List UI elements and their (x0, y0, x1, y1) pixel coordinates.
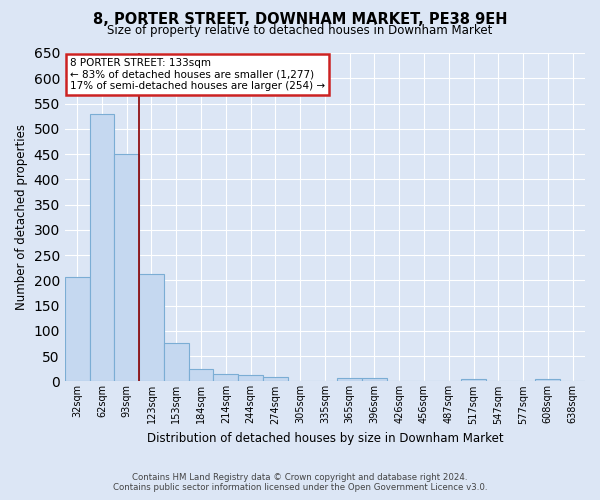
Bar (238, 376, 263, 382)
Text: Contains HM Land Registry data © Crown copyright and database right 2024.
Contai: Contains HM Land Registry data © Crown c… (113, 473, 487, 492)
Bar (535, 380, 560, 382)
Text: 8 PORTER STREET: 133sqm
← 83% of detached houses are smaller (1,277)
17% of semi: 8 PORTER STREET: 133sqm ← 83% of detache… (70, 58, 325, 91)
Bar (139, 274, 164, 382)
X-axis label: Distribution of detached houses by size in Downham Market: Distribution of detached houses by size … (146, 432, 503, 445)
Y-axis label: Number of detached properties: Number of detached properties (15, 124, 28, 310)
Bar (461, 380, 486, 382)
Text: 8, PORTER STREET, DOWNHAM MARKET, PE38 9EH: 8, PORTER STREET, DOWNHAM MARKET, PE38 9… (93, 12, 507, 28)
Text: Size of property relative to detached houses in Downham Market: Size of property relative to detached ho… (107, 24, 493, 37)
Bar (65, 277, 89, 382)
Bar (362, 378, 387, 382)
Bar (214, 374, 238, 382)
Bar (115, 154, 139, 382)
Bar (188, 369, 214, 382)
Bar (337, 378, 362, 382)
Bar (89, 114, 115, 382)
Bar (164, 344, 188, 382)
Bar (263, 378, 288, 382)
